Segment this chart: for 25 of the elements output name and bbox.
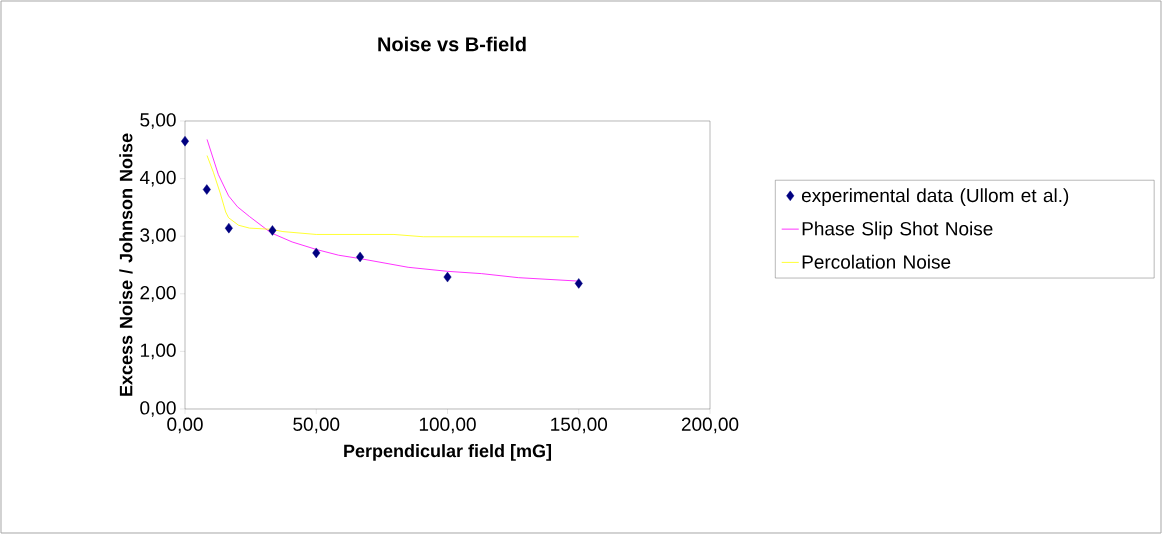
legend-label: Phase Slip Shot Noise (802, 221, 993, 240)
y-tick-label: 0,00 (140, 401, 176, 417)
point (224, 222, 233, 234)
legend-label: Percolation Noise (802, 254, 951, 269)
legend-label: experimental data (Ullom et al.) (801, 188, 1069, 206)
y-axis-title: Excess Noise / Johnson Noise (119, 133, 133, 396)
point (356, 251, 365, 263)
y-tick-label: 5,00 (140, 113, 176, 129)
x-tick-label: 0,00 (167, 417, 203, 434)
y-tick-label: 4,00 (139, 170, 176, 187)
x-tick-label: 150,00 (551, 417, 608, 434)
y-tick-label: 2,00 (140, 285, 176, 302)
x-tick-label: 50,00 (293, 417, 340, 434)
line-series (206, 155, 580, 238)
y-tick-label: 3,00 (140, 228, 176, 245)
x-tick-label: 100,00 (419, 417, 476, 434)
y-tick-label: 1,00 (140, 343, 176, 360)
x-axis-title: Perpendicular field [mG] (344, 444, 552, 461)
point (202, 184, 211, 195)
point (268, 225, 277, 236)
point (443, 271, 452, 283)
chart-title: Noise vs B-field (378, 36, 526, 52)
x-tick-label: 200,00 (681, 417, 739, 434)
point (574, 278, 583, 289)
point (312, 247, 321, 259)
